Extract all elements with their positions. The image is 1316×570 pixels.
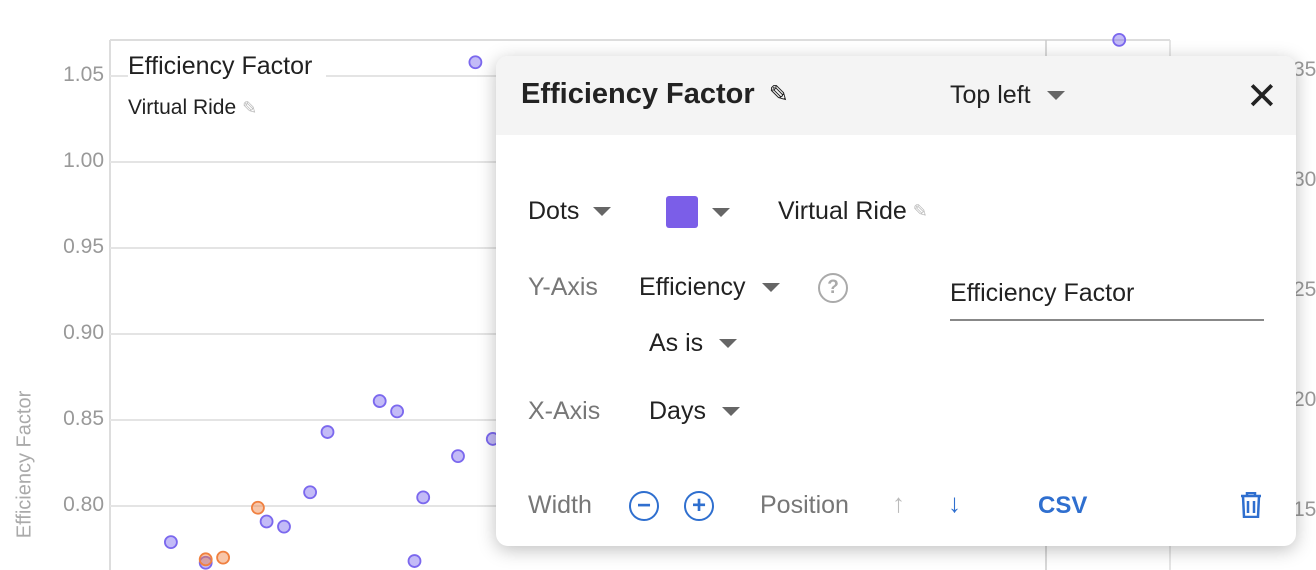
y-tick-label: 1.00	[63, 149, 104, 172]
data-point-secondary	[216, 550, 231, 565]
data-point-virtual-ride	[1112, 32, 1127, 47]
y-axis-title: Efficiency Factor	[13, 390, 36, 539]
y-tick-label: 0.95	[63, 235, 104, 258]
transform-select[interactable]: As is	[649, 329, 738, 358]
move-down-icon[interactable]: ↓	[948, 488, 961, 518]
width-increase-icon[interactable]: +	[684, 491, 714, 521]
data-point-virtual-ride	[303, 485, 318, 500]
help-icon[interactable]: ?	[818, 273, 848, 303]
right-axis-tick-label: 20	[1293, 388, 1316, 411]
data-point-virtual-ride	[198, 555, 213, 570]
series-name-value: Virtual Ride	[778, 197, 907, 225]
color-select[interactable]	[666, 196, 730, 228]
style-select[interactable]: Dots	[528, 197, 612, 226]
data-point-virtual-ride	[407, 554, 422, 568]
right-axis-tick-label: 25	[1293, 278, 1316, 301]
pencil-icon[interactable]: ✎	[912, 201, 928, 221]
data-point-secondary	[250, 500, 265, 515]
transform-value: As is	[649, 329, 704, 357]
close-icon[interactable]: ✕	[1246, 76, 1278, 118]
trash-icon[interactable]	[1240, 492, 1262, 518]
edit-title-icon[interactable]: ✎	[768, 81, 789, 108]
y-tick-label: 0.80	[63, 493, 104, 516]
width-decrease-icon[interactable]: −	[629, 491, 659, 521]
data-point-virtual-ride	[277, 519, 291, 534]
y-tick-label: 0.85	[63, 407, 104, 430]
y-axis-label: Y-Axis	[528, 273, 598, 301]
pencil-icon[interactable]: ✎	[242, 97, 258, 118]
data-point-virtual-ride	[163, 535, 178, 550]
series-settings-popup: Efficiency Factor ✎ Top left ✕ Dots Virtu…	[496, 56, 1296, 546]
data-point-virtual-ride	[372, 394, 387, 408]
csv-button[interactable]: CSV	[1038, 492, 1088, 519]
data-point-virtual-ride	[259, 514, 274, 529]
width-label: Width	[528, 491, 592, 519]
data-point-virtual-ride	[320, 425, 335, 439]
data-point-virtual-ride	[468, 55, 483, 70]
legend-series[interactable]: Virtual Ride ✎	[128, 96, 257, 120]
chevron-down-icon	[719, 339, 738, 348]
axis-title-input[interactable]: Efficiency Factor	[950, 268, 1264, 321]
axis-title-value: Efficiency Factor	[950, 279, 1135, 307]
y-axis-select[interactable]: Efficiency	[639, 273, 780, 302]
x-axis-label: X-Axis	[528, 397, 601, 425]
y-tick-label: 1.05	[63, 63, 104, 86]
x-axis-select[interactable]: Days	[649, 397, 740, 426]
popup-header: Efficiency Factor ✎ Top left ✕	[496, 56, 1296, 135]
y-tick-label: 0.90	[63, 321, 104, 344]
data-point-virtual-ride	[416, 490, 431, 505]
color-swatch	[666, 196, 698, 228]
right-axis-tick-label: 15	[1293, 498, 1316, 521]
series-name[interactable]: Virtual Ride ✎	[778, 197, 928, 226]
data-point-secondary	[198, 552, 213, 567]
x-axis-value: Days	[649, 397, 706, 425]
style-value: Dots	[528, 197, 580, 225]
popup-title: Efficiency Factor	[521, 78, 755, 110]
chevron-down-icon	[593, 207, 612, 216]
data-point-virtual-ride	[390, 404, 405, 419]
right-axis-tick-label: 35	[1293, 58, 1316, 81]
chevron-down-icon	[761, 283, 780, 292]
move-up-icon[interactable]: ↑	[892, 488, 905, 518]
chevron-down-icon	[721, 407, 740, 416]
legend-series-label: Virtual Ride	[128, 96, 237, 119]
chevron-down-icon	[712, 207, 730, 217]
chevron-down-icon	[1046, 91, 1065, 100]
legend-position-select[interactable]: Top left	[950, 81, 1065, 110]
right-axis-tick-label: 30	[1293, 168, 1316, 191]
legend-position-value: Top left	[950, 81, 1031, 109]
y-axis-value: Efficiency	[639, 273, 746, 301]
position-label: Position	[760, 491, 849, 519]
chart-title: Efficiency Factor	[128, 52, 327, 81]
data-point-virtual-ride	[451, 449, 465, 464]
